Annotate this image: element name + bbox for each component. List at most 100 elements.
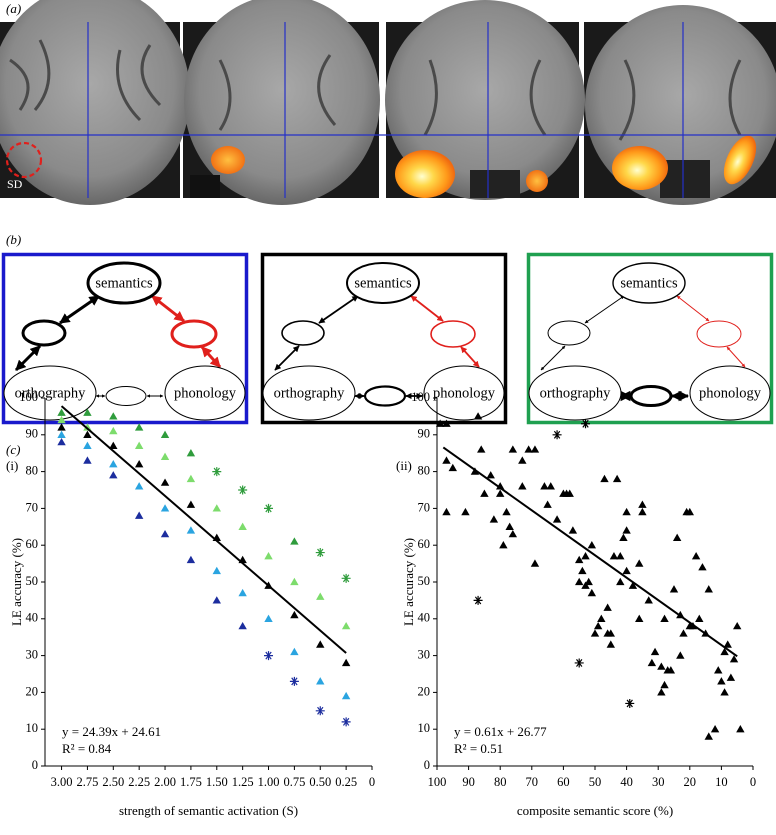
y-tick-label: 40 (26, 611, 39, 625)
data-point (660, 680, 669, 689)
diagram: semantics orthography phonology (1, 252, 249, 425)
connection (14, 344, 42, 372)
data-point (622, 507, 631, 516)
data-point (57, 437, 66, 446)
connection (59, 294, 100, 325)
brain-dark (470, 170, 520, 198)
x-tick-label: 2.75 (76, 775, 98, 789)
node (262, 365, 356, 421)
node-label: semantics (95, 275, 153, 291)
data-point (540, 482, 549, 490)
y-tick-label: 40 (418, 611, 431, 625)
data-point (657, 688, 666, 696)
brain-sulci (9, 39, 742, 141)
data-point (480, 489, 489, 497)
data-point (238, 485, 248, 495)
activation (211, 146, 245, 174)
diagram-frame (1, 252, 249, 425)
brain-dark (190, 175, 220, 198)
node-label: semantics (354, 275, 412, 291)
data-point (212, 566, 221, 575)
y-tick-label: 100 (411, 390, 430, 404)
data-point (134, 511, 144, 519)
data-point (723, 640, 732, 648)
connection (318, 295, 359, 324)
data-point (584, 577, 593, 586)
data-point (442, 456, 451, 464)
activation (395, 150, 455, 198)
data-point (672, 533, 682, 541)
x-tick-label: 1.75 (180, 775, 202, 789)
connection (726, 346, 746, 368)
data-point (160, 529, 170, 538)
trendline (60, 405, 347, 654)
data-point (565, 489, 574, 497)
data-point (638, 507, 647, 516)
y-tick-label: 90 (418, 427, 431, 441)
data-point (609, 552, 619, 560)
subpanel-label: (ii) (396, 458, 412, 473)
y-tick-label: 0 (424, 758, 430, 772)
data-point (264, 552, 273, 560)
y-tick-label: 60 (26, 537, 39, 551)
data-point (679, 629, 688, 637)
node-label: orthography (540, 385, 612, 401)
node-label: semantics (620, 275, 678, 291)
data-point (212, 596, 221, 604)
data-point (736, 725, 745, 733)
node (86, 261, 162, 305)
data-point (616, 552, 625, 560)
data-point (733, 621, 742, 630)
x-tick-label: 0 (369, 775, 375, 789)
data-point (290, 577, 299, 586)
data-point (186, 474, 196, 483)
annotation: SD (7, 177, 23, 191)
data-point (625, 698, 635, 708)
y-tick-label: 10 (26, 721, 39, 735)
data-point (622, 566, 631, 575)
data-point (83, 423, 92, 431)
subpanel-label: (i) (6, 458, 18, 473)
node (346, 262, 420, 304)
activation (526, 170, 548, 192)
data-point (473, 595, 483, 605)
data-point (83, 408, 92, 416)
x-tick-label: 2.00 (154, 775, 176, 789)
data-point (264, 614, 273, 622)
data-point (264, 503, 274, 513)
data-point (109, 460, 118, 468)
y-tick-label: 100 (19, 390, 38, 404)
node (164, 365, 246, 421)
data-point (666, 666, 676, 674)
node (528, 365, 622, 421)
x-tick-label: 1.00 (258, 775, 280, 789)
y-tick-label: 80 (418, 463, 431, 477)
data-point (109, 441, 118, 449)
data-point (612, 474, 622, 483)
data-point (710, 725, 720, 733)
data-point (212, 504, 221, 512)
brain-images: SD (0, 0, 776, 205)
data-point (574, 658, 584, 668)
y-axis-label: LE accuracy (%) (9, 538, 24, 626)
data-point (290, 610, 299, 619)
data-point (160, 452, 170, 461)
data-point (600, 474, 609, 483)
panel-label: (c) (6, 442, 20, 457)
node (423, 365, 505, 421)
data-point (546, 482, 555, 490)
y-tick-label: 10 (418, 721, 431, 735)
data-point (109, 471, 118, 479)
data-point (316, 640, 325, 648)
diagram-frame (526, 252, 774, 425)
hidden-unit (430, 320, 476, 348)
node (612, 262, 686, 304)
data-point (650, 647, 660, 656)
data-point (508, 445, 518, 453)
x-tick-label: 100 (428, 775, 447, 789)
y-tick-label: 70 (26, 500, 39, 514)
x-axis-label: composite semantic score (%) (517, 803, 673, 818)
